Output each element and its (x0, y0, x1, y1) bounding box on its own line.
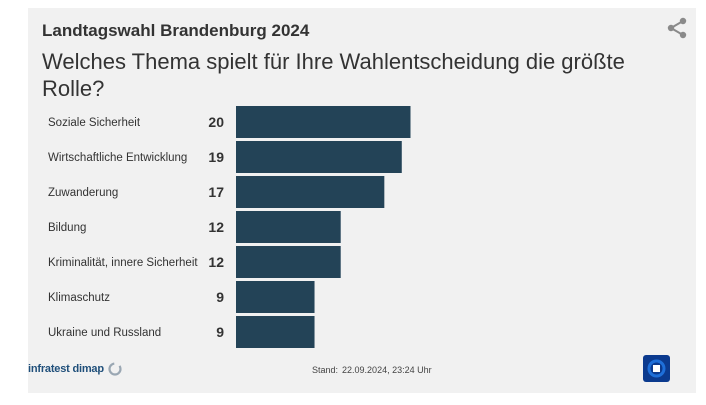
source-label: infratest dimap (28, 363, 104, 375)
value-label: 9 (216, 289, 224, 305)
category-label: Kriminalität, innere Sicherheit (48, 257, 198, 269)
bar (236, 246, 341, 278)
share-icon[interactable] (665, 16, 689, 40)
value-label: 12 (208, 254, 224, 270)
infratest-logo-icon (108, 362, 122, 376)
chart-kicker: Landtagswahl Brandenburg 2024 (42, 21, 310, 40)
bar (236, 211, 341, 243)
category-label: Bildung (48, 222, 86, 234)
chart-card: Landtagswahl Brandenburg 2024 Welches Th… (28, 8, 696, 393)
value-label: 20 (208, 114, 224, 130)
category-label: Soziale Sicherheit (48, 117, 141, 129)
category-label: Klimaschutz (48, 292, 110, 304)
timestamp-label: Stand: (312, 365, 339, 375)
tagesschau-logo (643, 355, 670, 382)
value-label: 17 (208, 184, 224, 200)
bar (236, 281, 315, 313)
chart-title: Welches Thema spielt für Ihre Wahlentsch… (42, 49, 625, 101)
bar (236, 106, 411, 138)
bar (236, 176, 385, 208)
category-label: Zuwanderung (48, 187, 118, 199)
bar (236, 141, 402, 173)
timestamp-value: 22.09.2024, 23:24 Uhr (342, 365, 432, 375)
value-label: 9 (216, 324, 224, 340)
value-label: 12 (208, 219, 224, 235)
category-label: Wirtschaftliche Entwicklung (48, 152, 187, 164)
category-label: Ukraine und Russland (48, 327, 161, 339)
bar-chart: Soziale Sicherheit 20 Wirtschaftliche Entw… (48, 106, 411, 348)
timestamp: Stand: 22.09.2024, 23:24 Uhr (312, 365, 436, 375)
value-label: 19 (208, 149, 224, 165)
bar (236, 316, 315, 348)
